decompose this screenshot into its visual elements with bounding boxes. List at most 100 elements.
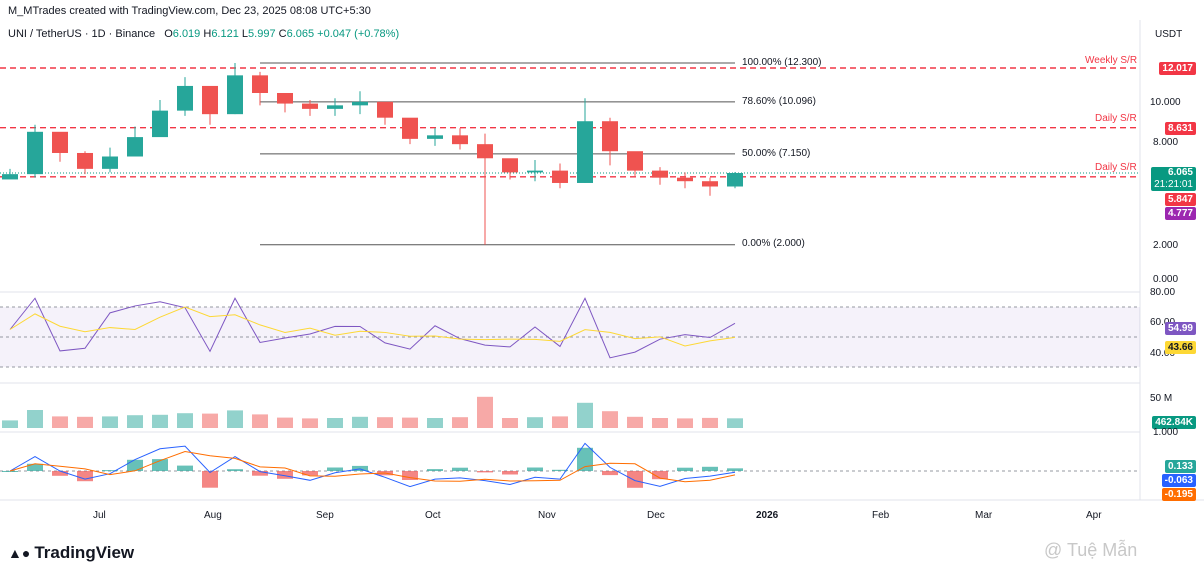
ohlc-low: L5.997 [241, 28, 276, 40]
time-axis-tick: Feb [872, 510, 890, 521]
macd-signal-line [9, 450, 736, 483]
candle-body [277, 92, 293, 104]
volume-axis-tick: 50 M [1150, 393, 1173, 404]
candle-body [502, 158, 518, 173]
volume-bar [302, 418, 318, 428]
chart-credit: M_MTrades created with TradingView.com, … [8, 5, 371, 17]
time-axis-tick: Mar [975, 510, 993, 521]
rsi-line [9, 297, 736, 359]
macd-hist-bar [2, 471, 18, 472]
macd-hist-bar [202, 471, 218, 488]
candle-body [2, 174, 18, 180]
macd-hist-bar [277, 471, 293, 479]
rsi-axis-tick: 80.00 [1150, 287, 1176, 298]
time-axis-tick: Jul [93, 510, 106, 521]
volume-bar [352, 416, 368, 428]
volume-bar [477, 396, 493, 428]
fib-label: 100.00% (12.300) [742, 57, 822, 68]
macd-hist-bar [227, 469, 243, 471]
candle-body [477, 144, 493, 159]
macd-hist-bar [152, 459, 168, 471]
ohlc-open: O6.019 [164, 28, 201, 40]
time-axis-tick: Aug [204, 510, 222, 521]
volume-bar [702, 417, 718, 428]
sr-label: Daily S/R [1095, 162, 1137, 173]
macd-hist-bar [627, 471, 643, 488]
rsi-ma-line [9, 306, 736, 347]
candle-body [102, 156, 118, 169]
volume-bar [27, 410, 43, 428]
ohlc-close: C6.065 [278, 28, 315, 40]
candle-body [552, 170, 568, 183]
volume-bar [602, 411, 618, 428]
macd-hist-bar [252, 471, 268, 476]
macd-line-tag: -0.063 [1161, 474, 1196, 487]
macd-hist-bar [427, 469, 443, 471]
volume-bar [102, 416, 118, 428]
volume-bar [427, 418, 443, 428]
price-axis-tick: 0.000 [1153, 274, 1179, 285]
volume-bar [327, 418, 343, 428]
candle-body [602, 121, 618, 152]
candle-body [577, 121, 593, 183]
candle-body [77, 152, 93, 169]
fib-label: 0.00% (2.000) [742, 238, 805, 249]
time-axis-tick: Apr [1086, 510, 1102, 521]
macd-hist-bar [402, 471, 418, 480]
candle-body [427, 135, 443, 139]
macd-hist-bar [27, 463, 43, 471]
macd-hist-bar [177, 465, 193, 471]
macd-hist-bar [577, 447, 593, 471]
time-axis-tick: 2026 [756, 510, 779, 521]
macd-hist-bar [477, 471, 493, 473]
tradingview-icon: ▲● [8, 545, 31, 561]
candle-body [627, 151, 643, 171]
candle-body [727, 172, 743, 187]
macd-hist-bar [302, 471, 318, 476]
candle-body [202, 85, 218, 115]
candle-body [27, 131, 43, 175]
candle-body [127, 137, 143, 157]
volume-bar [277, 417, 293, 428]
macd-hist-bar [702, 466, 718, 471]
rsi-value-tag: 54.99 [1164, 322, 1196, 335]
macd-signal-tag: -0.195 [1161, 488, 1196, 501]
macd-hist-bar [327, 467, 343, 471]
macd-hist-bar [502, 471, 518, 475]
tradingview-logo[interactable]: ▲● TradingView [8, 543, 135, 562]
volume-bar [627, 416, 643, 428]
candle-body [527, 170, 543, 173]
ohlc-change: +0.047 (+0.78%) [317, 28, 400, 40]
candle-body [227, 75, 243, 115]
last-price-tag: 6.065 21:21:01 [1151, 167, 1196, 191]
currency-button[interactable]: USDT [1155, 29, 1183, 40]
volume-bar [2, 420, 18, 428]
time-axis-tick: Dec [647, 510, 665, 521]
symbol-info[interactable]: UNI / TetherUS · 1D · Binance O6.019 H6.… [8, 28, 399, 40]
weekly-sr-tag: 12.017 [1159, 62, 1196, 75]
sr-label: Weekly S/R [1085, 55, 1138, 66]
candle-body [152, 110, 168, 138]
macd-axis-tick: 1.000 [1153, 427, 1179, 438]
ohlc-high: H6.121 [203, 28, 239, 40]
candle-body [702, 181, 718, 187]
volume-bar [377, 417, 393, 428]
macd-hist-bar [652, 471, 668, 480]
fib-label: 78.60% (10.096) [742, 96, 816, 107]
watermark: @ Tuệ Mẫn [1044, 540, 1138, 560]
volume-bar [502, 418, 518, 428]
volume-bar [127, 415, 143, 428]
macd-hist-bar [727, 468, 743, 471]
candle-body [52, 131, 68, 153]
volume-bar [227, 410, 243, 428]
candle-body [652, 170, 668, 178]
low-price-tag: 4.777 [1164, 207, 1196, 220]
symbol-label: UNI / TetherUS · 1D · Binance [8, 28, 156, 40]
volume-bar [177, 413, 193, 428]
volume-bar [77, 416, 93, 428]
volume-bar [527, 417, 543, 428]
macd-line [9, 442, 736, 488]
macd-hist-bar [677, 467, 693, 471]
macd-hist-bar [127, 459, 143, 471]
